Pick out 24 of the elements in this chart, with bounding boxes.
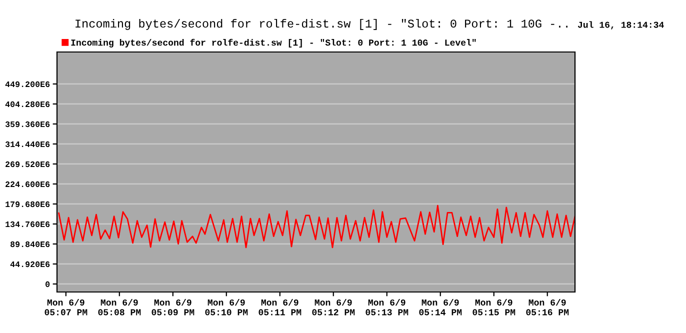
y-tick-label: 0 (46, 281, 50, 288)
y-tick-label: 224.600E6 (6, 181, 50, 188)
y-tick-label: 134.760E6 (6, 221, 50, 228)
x-tick-label: Mon 6/9 05:07 PM (44, 298, 88, 316)
x-tick-label: Mon 6/9 05:12 PM (312, 298, 355, 316)
x-tick-label: Mon 6/9 05:15 PM (472, 298, 516, 316)
y-tick-label: 89.840E6 (10, 241, 50, 248)
legend-label: Incoming bytes/second for rolfe-dist.sw [1] - "Slot: 0 Port: 1 10G - Level" (71, 38, 476, 48)
y-tick-label: 179.680E6 (6, 201, 50, 208)
text: Jul 16, 18:14:34 (578, 21, 664, 30)
y-tick-label: 359.360E6 (5, 121, 50, 128)
x-tick-label: Mon 6/9 05:13 PM (366, 298, 408, 316)
chart-title: Incoming bytes/second for rolfe-dist.sw [1] - "Slot: 0 Port: 1 10G -.. (76, 18, 568, 30)
x-tick-label: Mon 6/9 05:14 PM (419, 298, 462, 316)
y-tick-label: 449.200E6 (5, 81, 50, 88)
x-tick-label: Mon 6/9 05:11 PM (258, 298, 302, 316)
x-tick-label: Mon 6/9 05:16 PM (526, 298, 569, 316)
y-tick-label: 269.520E6 (6, 161, 50, 168)
x-tick-label: Mon 6/9 05:10 PM (205, 298, 248, 316)
x-tick-label: Mon 6/9 05:08 PM (98, 298, 141, 316)
y-tick-label: 314.440E6 (5, 141, 50, 148)
y-tick-label: 404.280E6 (5, 101, 50, 108)
x-tick-label: Mon 6/9 05:09 PM (152, 298, 194, 316)
y-tick-label: 44.920E6 (10, 261, 50, 268)
